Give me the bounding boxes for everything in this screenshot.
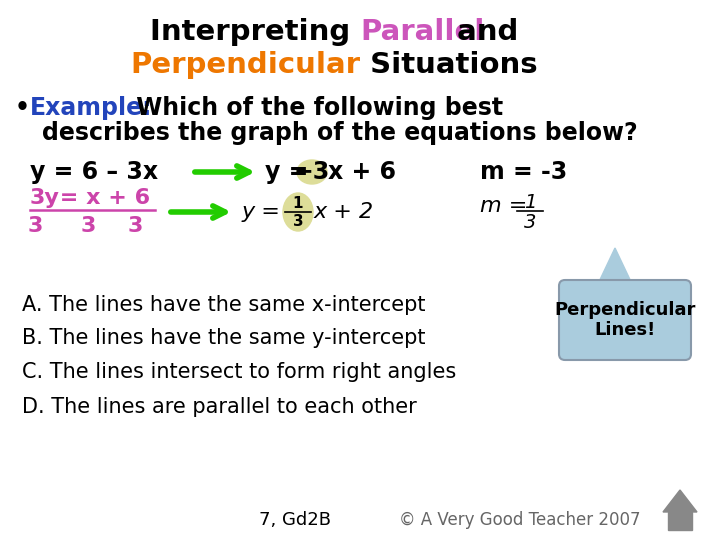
- Text: Perpendicular
Lines!: Perpendicular Lines!: [554, 301, 696, 340]
- Text: 3: 3: [293, 213, 303, 228]
- FancyBboxPatch shape: [559, 280, 691, 360]
- Text: D. The lines are parallel to each other: D. The lines are parallel to each other: [22, 397, 417, 417]
- Text: −3: −3: [294, 160, 330, 184]
- Text: 1: 1: [524, 192, 536, 212]
- Text: 3: 3: [127, 216, 143, 236]
- Text: 7, Gd2B: 7, Gd2B: [259, 511, 331, 529]
- Text: m =: m =: [480, 196, 527, 216]
- Text: 3y: 3y: [30, 188, 60, 208]
- Text: 3: 3: [27, 216, 42, 236]
- Text: y =: y =: [265, 160, 317, 184]
- Text: and: and: [447, 18, 518, 46]
- Text: B. The lines have the same y-intercept: B. The lines have the same y-intercept: [22, 328, 426, 348]
- Text: 3: 3: [81, 216, 96, 236]
- Text: 3: 3: [524, 213, 536, 232]
- Text: x + 6: x + 6: [328, 160, 396, 184]
- Text: x + 2: x + 2: [314, 202, 374, 222]
- Text: Example:: Example:: [30, 96, 153, 120]
- Ellipse shape: [283, 193, 313, 231]
- FancyArrowPatch shape: [195, 166, 249, 178]
- Polygon shape: [668, 512, 692, 530]
- Text: A. The lines have the same x-intercept: A. The lines have the same x-intercept: [22, 295, 426, 315]
- Text: m = -3: m = -3: [480, 160, 567, 184]
- Polygon shape: [597, 248, 633, 286]
- Text: © A Very Good Teacher 2007: © A Very Good Teacher 2007: [400, 511, 641, 529]
- Text: Which of the following best: Which of the following best: [128, 96, 503, 120]
- Text: = x + 6: = x + 6: [52, 188, 150, 208]
- Polygon shape: [663, 490, 697, 512]
- Text: y = 6 – 3x: y = 6 – 3x: [30, 160, 158, 184]
- Text: describes the graph of the equations below?: describes the graph of the equations bel…: [42, 121, 638, 145]
- Text: 1: 1: [293, 195, 303, 211]
- Text: Parallel: Parallel: [360, 18, 485, 46]
- Text: C. The lines intersect to form right angles: C. The lines intersect to form right ang…: [22, 362, 456, 382]
- Text: y =: y =: [242, 202, 281, 222]
- Text: Situations: Situations: [360, 51, 538, 79]
- Text: Interpreting: Interpreting: [150, 18, 360, 46]
- Ellipse shape: [297, 160, 327, 184]
- Text: •: •: [15, 96, 30, 120]
- FancyArrowPatch shape: [171, 206, 225, 218]
- Text: Perpendicular: Perpendicular: [130, 51, 360, 79]
